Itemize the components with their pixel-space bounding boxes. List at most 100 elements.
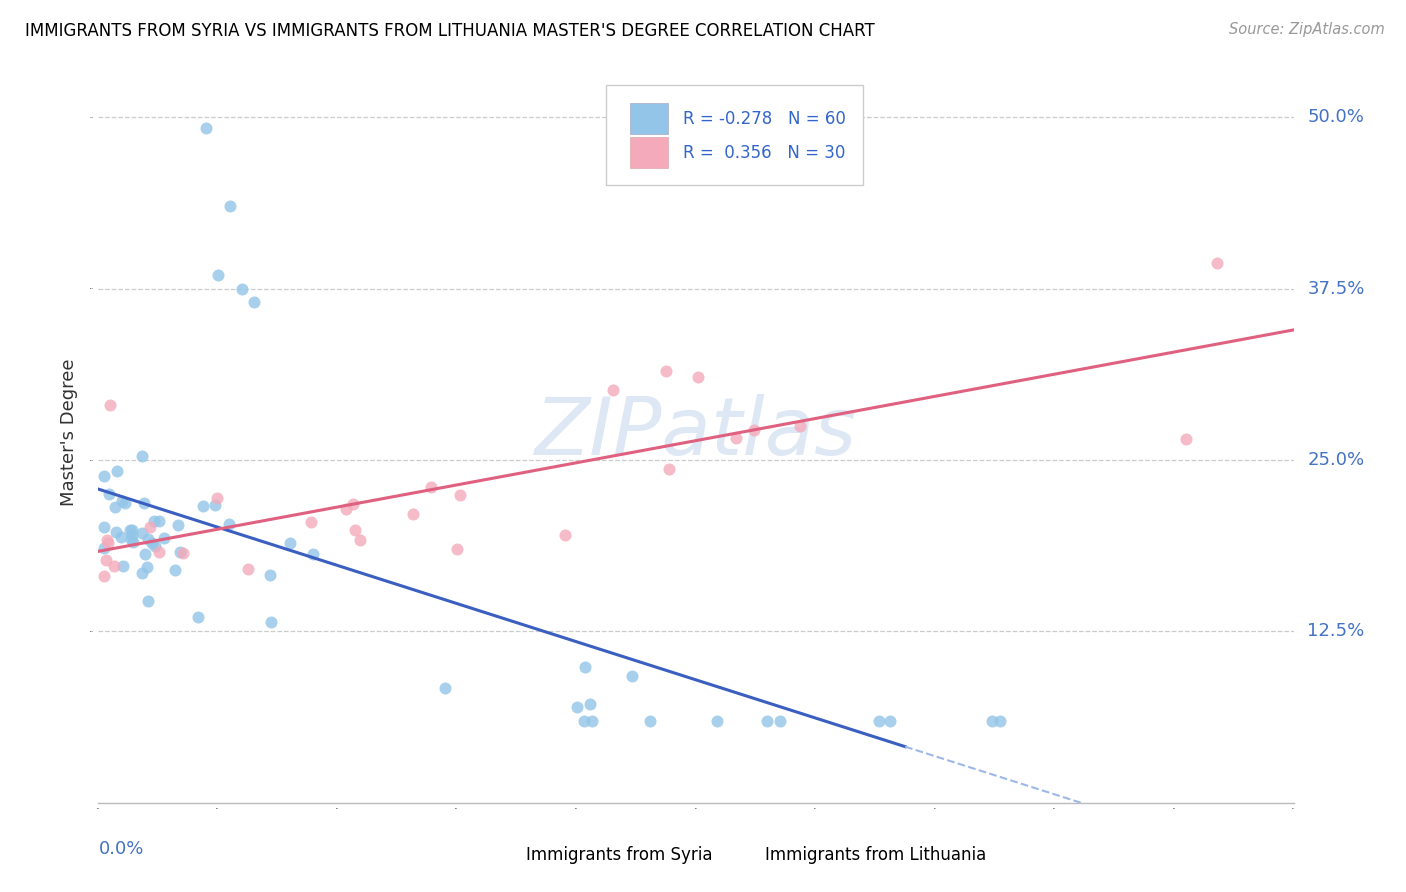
Point	[567, 700, 589, 714]
Point	[260, 615, 283, 629]
Point	[574, 660, 596, 674]
Y-axis label: Master's Degree: Master's Degree	[60, 359, 79, 507]
Point	[121, 535, 143, 549]
Point	[554, 528, 576, 542]
Point	[581, 714, 603, 728]
Text: 0.0%: 0.0%	[98, 840, 143, 858]
Point	[195, 121, 218, 136]
FancyBboxPatch shape	[733, 844, 758, 866]
Text: Immigrants from Syria: Immigrants from Syria	[526, 847, 713, 864]
Point	[132, 496, 155, 510]
FancyBboxPatch shape	[494, 844, 519, 866]
Point	[299, 515, 322, 529]
Point	[193, 499, 215, 513]
Point	[120, 532, 142, 546]
Point	[574, 714, 596, 728]
Point	[93, 469, 115, 483]
Text: 50.0%: 50.0%	[1308, 108, 1364, 127]
Point	[148, 545, 170, 559]
Point	[879, 714, 901, 728]
Point	[335, 502, 357, 516]
FancyBboxPatch shape	[606, 85, 863, 185]
Point	[988, 714, 1011, 728]
Point	[218, 517, 240, 532]
Point	[165, 563, 187, 577]
Point	[131, 449, 153, 463]
Point	[142, 514, 165, 528]
Point	[207, 268, 229, 282]
Point	[153, 532, 176, 546]
Point	[103, 559, 125, 574]
Point	[104, 500, 127, 515]
Point	[579, 698, 602, 712]
Point	[93, 541, 115, 555]
Point	[620, 669, 643, 683]
Point	[231, 282, 253, 296]
Point	[94, 553, 117, 567]
Point	[139, 520, 162, 534]
Point	[187, 610, 209, 624]
Point	[344, 523, 367, 537]
Point	[121, 528, 143, 542]
Point	[110, 494, 132, 508]
Point	[981, 714, 1004, 728]
Point	[1206, 256, 1229, 270]
Point	[169, 545, 191, 559]
Point	[706, 714, 728, 728]
Point	[136, 532, 159, 546]
Point	[96, 533, 118, 547]
Point	[401, 507, 423, 521]
Point	[134, 547, 156, 561]
Point	[97, 487, 120, 501]
Text: R =  0.356   N = 30: R = 0.356 N = 30	[683, 144, 845, 161]
Point	[135, 559, 157, 574]
Text: Immigrants from Lithuania: Immigrants from Lithuania	[765, 847, 987, 864]
Point	[280, 536, 302, 550]
Point	[121, 524, 143, 538]
Point	[868, 714, 890, 728]
Point	[449, 488, 471, 502]
Text: Source: ZipAtlas.com: Source: ZipAtlas.com	[1229, 22, 1385, 37]
Point	[236, 562, 259, 576]
Point	[219, 199, 242, 213]
Point	[243, 295, 266, 310]
Point	[131, 566, 153, 581]
Point	[118, 524, 141, 538]
Text: ZIPatlas: ZIPatlas	[534, 393, 858, 472]
Point	[342, 497, 364, 511]
Point	[789, 418, 811, 433]
FancyBboxPatch shape	[630, 137, 668, 169]
Point	[145, 539, 167, 553]
Point	[105, 464, 128, 478]
Point	[205, 491, 228, 505]
Point	[97, 536, 120, 550]
Point	[111, 558, 134, 573]
Point	[658, 462, 681, 476]
Point	[131, 526, 153, 541]
Point	[302, 548, 325, 562]
Point	[349, 533, 371, 547]
Text: 12.5%: 12.5%	[1308, 623, 1365, 640]
Point	[93, 520, 115, 534]
Point	[638, 714, 661, 728]
Point	[104, 525, 127, 540]
Point	[602, 384, 624, 398]
Text: R = -0.278   N = 60: R = -0.278 N = 60	[683, 110, 845, 128]
Point	[756, 714, 779, 728]
Point	[110, 530, 132, 544]
Text: 37.5%: 37.5%	[1308, 280, 1365, 298]
Point	[204, 498, 226, 512]
Point	[98, 398, 122, 412]
FancyBboxPatch shape	[630, 103, 668, 135]
Point	[434, 681, 457, 695]
Point	[259, 567, 281, 582]
Point	[148, 514, 170, 528]
Text: IMMIGRANTS FROM SYRIA VS IMMIGRANTS FROM LITHUANIA MASTER'S DEGREE CORRELATION C: IMMIGRANTS FROM SYRIA VS IMMIGRANTS FROM…	[25, 22, 875, 40]
Point	[1175, 433, 1198, 447]
Point	[655, 364, 678, 378]
Point	[769, 714, 792, 728]
Point	[742, 423, 765, 437]
Point	[166, 518, 188, 533]
Point	[114, 496, 136, 510]
Point	[446, 542, 468, 557]
